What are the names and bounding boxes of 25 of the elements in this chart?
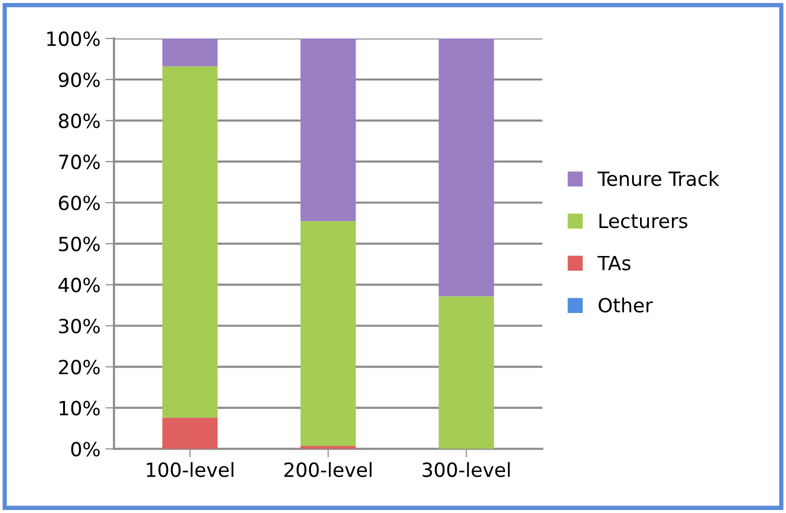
y-tick-label: 80% [58, 114, 100, 128]
bar [438, 296, 494, 449]
y-tick-label: 40% [58, 278, 100, 292]
bar [300, 221, 356, 446]
y-tick-label: 60% [58, 196, 100, 210]
x-tick-label: 300-level [422, 462, 510, 478]
bar [438, 38, 494, 296]
y-tick-label: 100% [47, 31, 100, 46]
y-tick-label: 30% [59, 318, 100, 334]
y-tick-label: 90% [58, 72, 100, 88]
legend-label: Lecturers [599, 214, 688, 228]
x-tick-label: 200-level [284, 462, 372, 478]
bar [162, 38, 218, 66]
y-tick-label: 50% [59, 236, 100, 252]
y-tick-label: 20% [58, 360, 100, 374]
y-tick-label: 10% [60, 400, 100, 416]
legend-label: Other [598, 297, 653, 313]
legend-label: TAs [598, 256, 630, 270]
x-tick-label: 100-level [146, 462, 234, 478]
y-tick-label: 0% [71, 442, 100, 457]
bar [300, 38, 356, 222]
bar [162, 66, 218, 418]
legend-label: Tenure Track [598, 171, 720, 186]
bar [162, 418, 218, 449]
y-tick-label: 70% [59, 154, 100, 170]
